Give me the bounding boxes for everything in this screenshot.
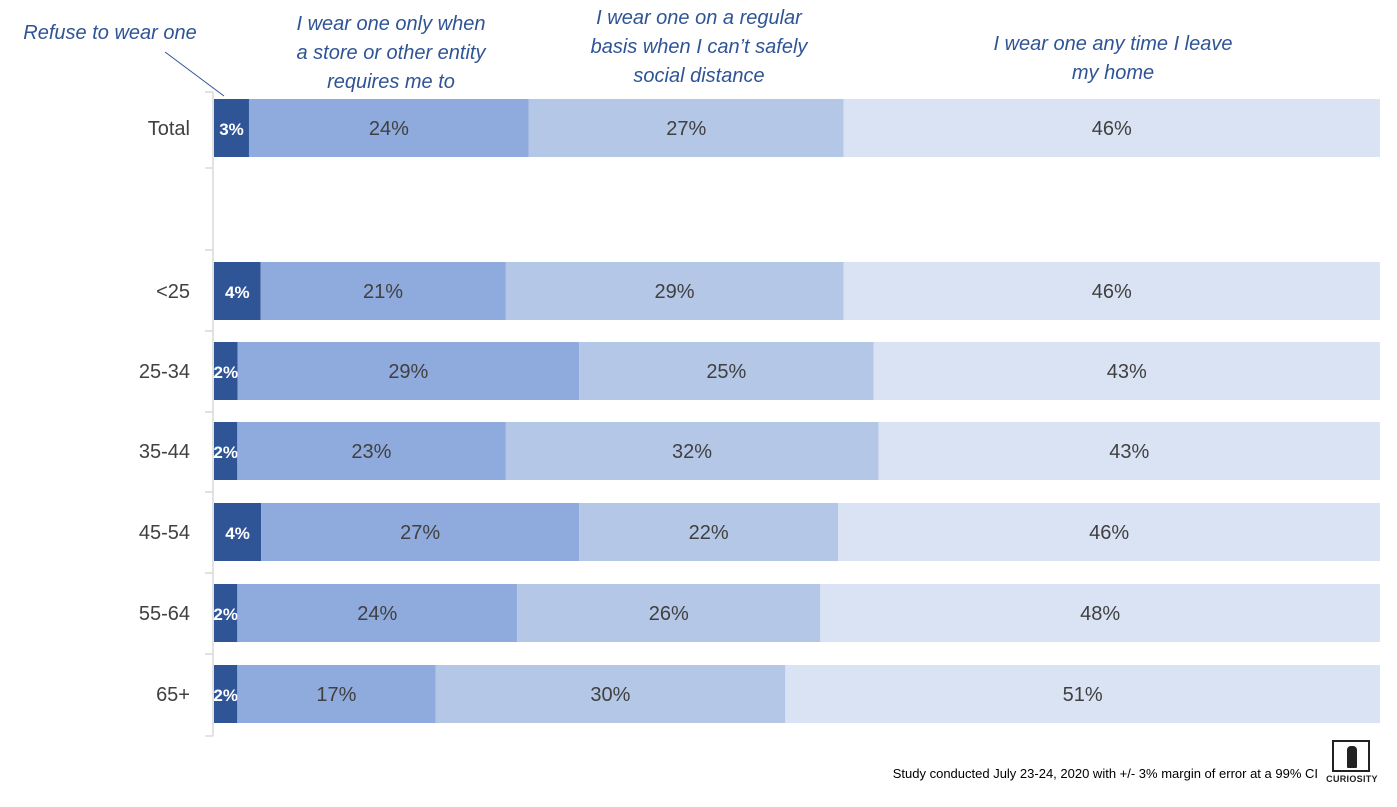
data-label: 17% [316,684,356,706]
bar-segment [579,503,839,561]
legend-line: I wear one any time I leave [993,33,1233,55]
category-label: 25-34 [139,361,190,383]
data-label: 48% [1080,603,1120,625]
category-label: Total [148,118,190,140]
logo-wordmark: CURIOSITY [1326,774,1378,784]
category-label: 55-64 [139,603,190,625]
data-label: 29% [388,361,428,383]
data-label: 43% [1107,361,1147,383]
legend-label-social-distance: I wear one on a regular basis when I can’… [560,4,838,91]
data-label: 27% [666,118,706,140]
data-label: 32% [672,441,712,463]
data-label: 29% [655,281,695,303]
bar-segment [214,665,238,723]
bar-segment [214,422,238,480]
bar-segment [260,262,506,320]
bar-segment [237,422,506,480]
bar-segment [435,665,786,723]
bar-segment [838,503,1380,561]
data-label: 25% [706,361,746,383]
bar-segment [237,665,436,723]
category-label: 45-54 [139,522,190,544]
bar-segment [878,422,1380,480]
logo-mark-icon [1332,740,1370,772]
data-label: 27% [400,522,440,544]
bar-segment [214,262,261,320]
category-label: 35-44 [139,441,190,463]
data-label: 46% [1092,281,1132,303]
curiosity-logo: CURIOSITY [1326,740,1378,792]
data-label: 22% [689,522,729,544]
legend-label-store-required: I wear one only when a store or other ent… [262,10,520,97]
data-label: 26% [649,603,689,625]
data-label: 4% [225,283,250,302]
bar-segment [214,99,249,157]
legend-line: Refuse to wear one [23,22,197,44]
legend-line: requires me to [327,71,455,93]
bar-segment [843,262,1380,320]
data-label: 21% [363,281,403,303]
data-label: 24% [357,603,397,625]
bar-segment [261,503,580,561]
data-label: 30% [590,684,630,706]
bar-segment [248,99,529,157]
legend-leader-line [164,51,225,97]
bar-segment [785,665,1380,723]
data-label: 3% [219,120,244,139]
data-label: 51% [1063,684,1103,706]
bar-segment [579,342,874,400]
bar-segment [237,342,580,400]
legend-label-leave-home: I wear one any time I leave my home [950,30,1276,88]
legend-line: basis when I can’t safely [590,36,808,58]
data-label: 2% [213,363,238,382]
bar-segment [517,584,821,642]
bar-segment [820,584,1380,642]
data-label: 24% [369,118,409,140]
study-footnote: Study conducted July 23-24, 2020 with +/… [892,766,1318,781]
data-label: 2% [213,605,238,624]
legend-line: I wear one only when [296,13,486,35]
legend-line: I wear one on a regular [596,7,802,29]
bar-segment [214,342,238,400]
bar-segment [505,262,844,320]
legend-label-refuse: Refuse to wear one [10,19,210,48]
bar-segment [843,99,1380,157]
category-label: <25 [156,281,190,303]
bar-segment [528,99,844,157]
legend-line: my home [1071,62,1155,84]
legend-line: a store or other entity [296,42,486,64]
data-label: 46% [1089,522,1129,544]
bar-segment [505,422,879,480]
data-label: 43% [1109,441,1149,463]
legend-line: social distance [633,65,765,87]
bar-segment [873,342,1380,400]
data-label: 4% [225,524,250,543]
data-label: 2% [213,443,238,462]
bar-segment [214,584,238,642]
data-label: 23% [351,441,391,463]
data-label: 2% [213,686,238,705]
bar-segment [214,503,262,561]
bar-segment [237,584,518,642]
data-label: 46% [1092,118,1132,140]
category-label: 65+ [156,684,190,706]
